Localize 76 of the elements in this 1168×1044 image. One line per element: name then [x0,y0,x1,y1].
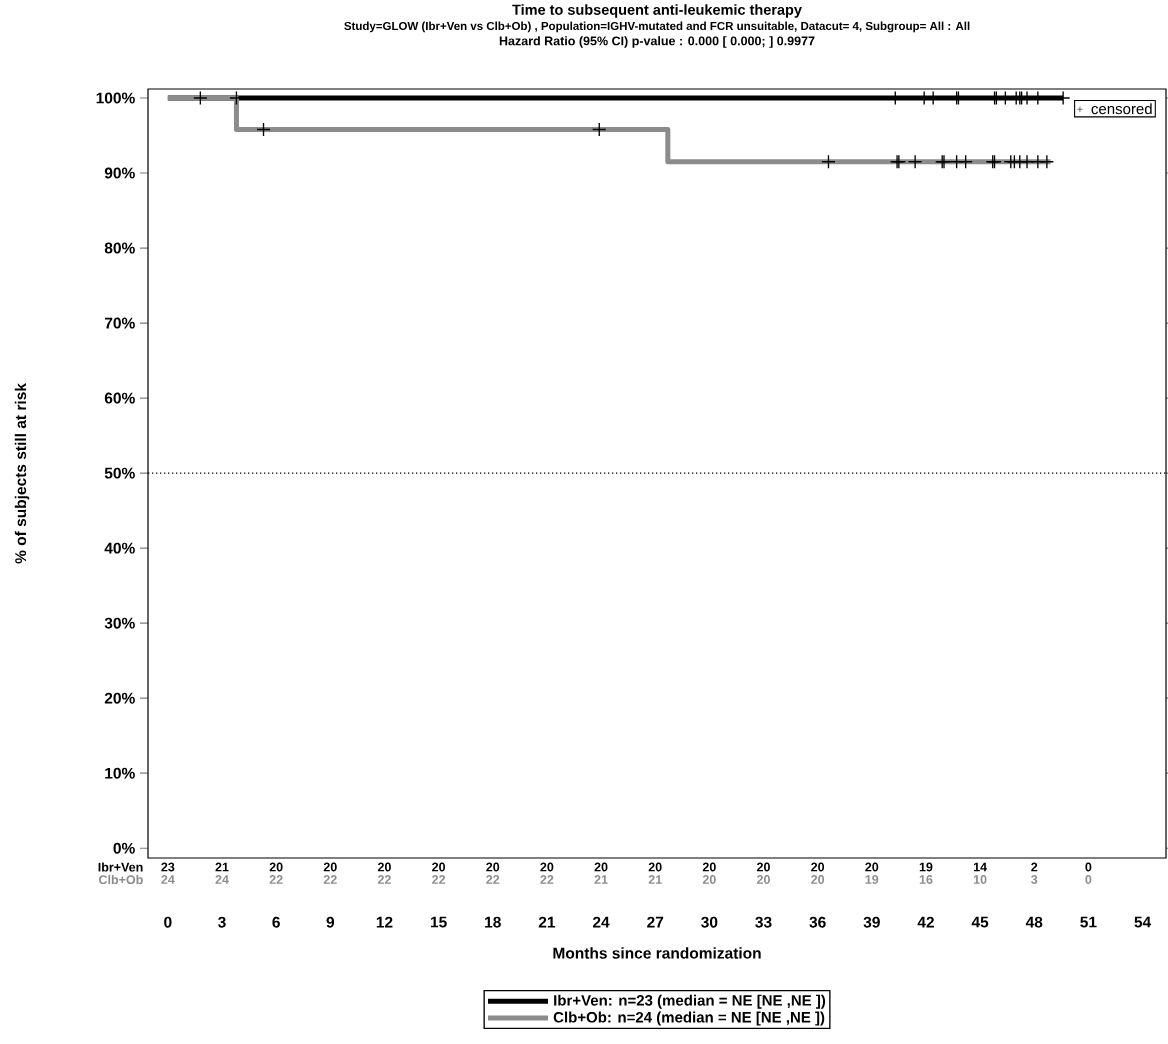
text: 20 [811,875,825,884]
text: 20 [594,862,608,872]
text: 19 [865,875,879,884]
legend-label: Clb+Ob: n=24 (median = NE [NE ,NE ]) [553,1011,825,1026]
text: 22 [486,875,500,884]
text: 20 [377,862,391,872]
chart-subtitle: Study=GLOW (Ibr+Ven vs Clb+Ob) , Population=IGHV-mutated and FCR unsuitable, Datacut= 4, Subgroup= All : All [344,21,970,33]
text: 22 [432,875,446,884]
text: 22 [323,875,337,884]
y-tick-label: 90% [104,167,135,179]
y-tick-label: 0% [113,842,135,854]
y-tick-label: 20% [104,692,135,704]
text: 20 [540,862,554,872]
text: 2 [1031,862,1038,872]
text: 21 [215,862,229,872]
text: 3 [1031,875,1038,884]
x-tick-label: 24 [592,916,610,928]
text: 22 [377,875,391,884]
x-tick-label: 6 [272,916,280,928]
y-tick-label: 100% [96,92,135,104]
text: 20 [702,862,716,872]
x-tick-label: 36 [809,916,826,928]
text: 20 [811,862,825,872]
x-tick-label: 15 [430,916,447,928]
x-tick-label: 9 [326,916,335,928]
x-tick-label: 51 [1080,916,1097,928]
x-tick-label: 45 [971,916,989,928]
text: 20 [756,875,770,884]
text: 20 [865,862,879,872]
text: 14 [973,862,987,872]
text: 22 [540,875,554,884]
text: 20 [486,862,500,872]
x-tick-label: 48 [1025,916,1043,928]
text: Ibr+Ven [98,862,143,872]
y-tick-label: 10% [105,767,135,779]
text: 16 [919,875,933,884]
x-axis-title: Months since randomization [553,947,761,959]
text: 10 [973,875,987,884]
x-tick-label: 54 [1134,916,1152,928]
text: 22 [269,875,283,884]
text: Clb+Ob [99,874,143,885]
legend-label: Ibr+Ven: n=23 (median = NE [NE ,NE ]) [554,994,826,1009]
x-tick-label: 39 [863,916,880,928]
y-tick-label: 30% [104,617,135,629]
y-axis-title: % of subjects still at risk [14,383,30,564]
y-tick-label: 60% [104,392,135,404]
x-tick-label: 33 [755,916,772,928]
text: 20 [323,862,337,872]
text: Hazard Ratio (95% CI) p-value : 0.000 [ 0.000; ] 0.9977 [499,36,815,48]
x-tick-label: 12 [376,916,393,928]
y-tick-label: 40% [104,542,135,554]
text: 20 [648,862,662,872]
x-tick-label: 0 [164,916,172,928]
x-tick-label: 3 [218,916,226,928]
text: 20 [269,862,283,872]
x-tick-label: 21 [538,916,556,928]
text: 21 [594,875,608,884]
text: 24 [215,875,229,884]
chart-title: Time to subsequent anti-leukemic therapy [512,4,802,18]
x-tick-label: 18 [485,916,501,928]
text: 24 [161,875,175,884]
text: 20 [702,875,716,884]
text: 21 [648,875,662,884]
y-tick-label: 70% [104,317,135,329]
text: 19 [919,862,933,872]
x-tick-label: 30 [701,916,718,928]
x-tick-label: 27 [647,916,664,928]
text: 0 [1085,862,1092,872]
text: 23 [161,862,175,872]
text: 20 [432,862,446,872]
text: 0 [1085,875,1092,884]
text: 20 [756,862,770,872]
y-tick-label: 80% [104,242,135,254]
y-tick-label: 50% [104,467,135,479]
legend-label: censored [1091,103,1152,115]
x-tick-label: 42 [917,916,934,928]
